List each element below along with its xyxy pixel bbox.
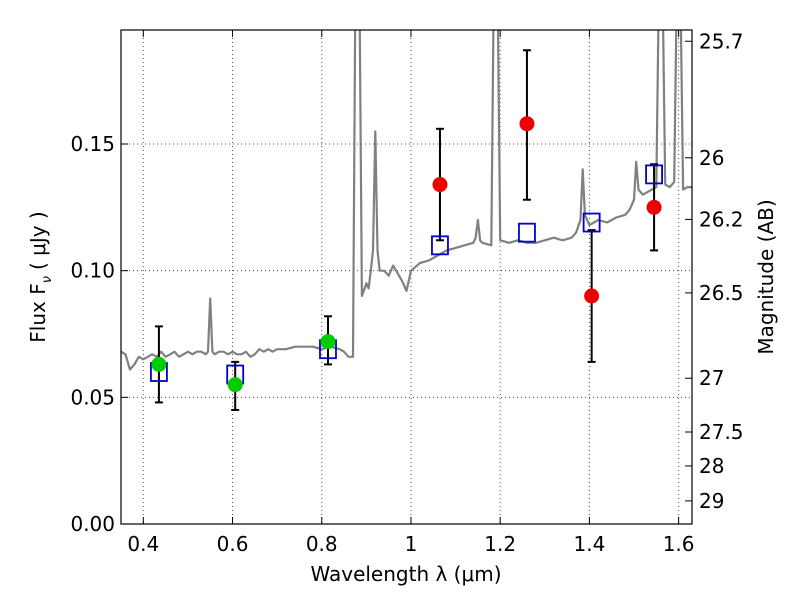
y2-tick-label: 27	[699, 366, 724, 390]
model-photometry-square	[582, 212, 601, 233]
y2-tick-label: 29	[699, 489, 724, 513]
sed-model-line	[121, 30, 692, 371]
y2-tick-label: 26.5	[699, 281, 744, 305]
x-tick-label: 0.6	[217, 532, 249, 556]
y-tick-label: 0.05	[70, 385, 115, 409]
y2-axis-label: Magnitude (AB)	[754, 199, 778, 354]
photometry-point	[646, 199, 662, 215]
x-tick-label: 1	[405, 532, 418, 556]
y-tick-label: 0.15	[70, 132, 115, 156]
x-tick-label: 1.4	[573, 532, 605, 556]
error-bars	[154, 49, 659, 411]
x-tick-label: 1.2	[484, 532, 516, 556]
plot-frame	[120, 29, 693, 525]
y2-tick-label: 27.5	[699, 420, 744, 444]
y-axis-label-unit: ( μJy )	[26, 211, 50, 270]
model-photometry-square	[518, 222, 536, 243]
y-axis-label-sub: ν	[40, 276, 55, 283]
photometry-point	[151, 356, 167, 372]
grid	[121, 30, 692, 524]
y2-tick-label: 25.7	[699, 29, 744, 53]
model-photometry-square	[431, 235, 449, 256]
y2-tick-label: 28	[699, 454, 724, 478]
model-photometry-square	[645, 164, 663, 185]
photometry-point	[320, 334, 336, 350]
y2-tick-label: 26.2	[699, 207, 744, 231]
y-tick-label: 0.10	[70, 259, 115, 283]
x-tick-label: 1.6	[663, 532, 695, 556]
photometry-point	[519, 116, 535, 132]
x-tick-label: 0.4	[127, 532, 159, 556]
markers	[150, 116, 663, 393]
x-axis-label: Wavelength λ (μm)	[310, 562, 501, 586]
plot-area	[121, 30, 692, 371]
y-axis-label: Flux Fν ( μJy )	[26, 211, 55, 342]
axis-ticks: 0.4 0.6 0.8 1 1.2 1.4 1.6 0.00 0.05 0.10 0.15 25.7 2…	[70, 29, 743, 556]
y-axis-label-main: Flux F	[26, 283, 50, 342]
x-tick-label: 0.8	[306, 532, 338, 556]
photometry-point	[227, 377, 243, 393]
photometry-point	[584, 288, 600, 304]
photometry-point	[432, 177, 448, 193]
y2-tick-label: 26	[699, 146, 724, 170]
y-tick-label: 0.00	[70, 512, 115, 536]
